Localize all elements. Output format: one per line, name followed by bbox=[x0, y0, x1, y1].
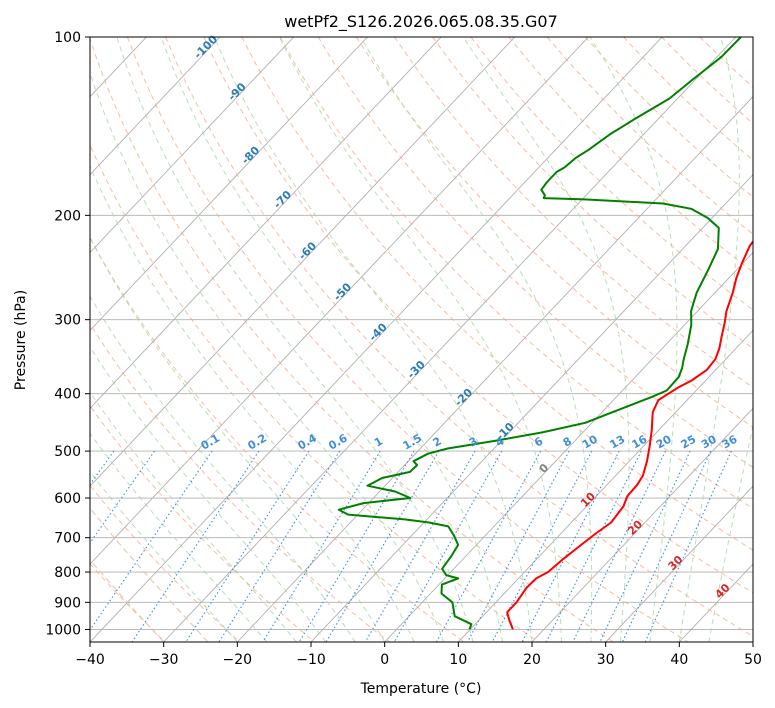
moist-adiabat-line bbox=[589, 37, 678, 642]
moist-adiabat-line bbox=[90, 346, 327, 642]
mixing-ratio-line bbox=[298, 450, 415, 642]
dry-adiabat-line bbox=[90, 404, 316, 642]
axis-ticks: −40 −30 −20 −10 0 10 20 30 40 50 1000 900 800 700 600 5… bbox=[45, 30, 762, 668]
plot-frame bbox=[89, 36, 754, 643]
moist-adiabat-line bbox=[160, 37, 503, 642]
mixing-ratio-line bbox=[364, 450, 476, 642]
y-tick-label: 900 bbox=[54, 595, 81, 611]
isotherm-line bbox=[90, 37, 589, 565]
dry-adiabat-line bbox=[90, 562, 166, 642]
x-tick-label: −30 bbox=[149, 652, 179, 668]
moist-adiabat-line bbox=[213, 37, 533, 642]
mixing-ratio-line bbox=[393, 450, 503, 642]
x-tick-label: −10 bbox=[296, 652, 326, 668]
background-lines bbox=[90, 37, 753, 642]
y-tick-label: 600 bbox=[54, 491, 81, 507]
x-tick-label: 40 bbox=[670, 652, 688, 668]
chart-title: wetPf2_S126.2026.065.08.35.G07 bbox=[284, 12, 558, 32]
dry-adiabat-line bbox=[165, 37, 753, 637]
mixing-ratio-line bbox=[90, 450, 213, 631]
isotherm-line bbox=[90, 37, 663, 642]
isotherm-line bbox=[90, 37, 295, 254]
dry-adiabat-line bbox=[90, 37, 614, 642]
mixing-ratio-line bbox=[262, 450, 381, 642]
y-tick-label: 200 bbox=[54, 208, 81, 224]
dry-adiabat-line bbox=[470, 37, 753, 311]
moist-adiabat-line bbox=[90, 470, 238, 642]
mixing-ratio-line bbox=[621, 450, 712, 642]
moist-adiabat-line bbox=[678, 37, 740, 642]
moist-adiabat-line bbox=[90, 236, 386, 642]
mixing-ratio-line bbox=[572, 450, 666, 642]
y-tick-label: 1000 bbox=[45, 622, 81, 638]
y-tick-label: 700 bbox=[54, 531, 81, 547]
moist-adiabat-line bbox=[360, 37, 593, 642]
moist-adiabat-line bbox=[116, 37, 474, 642]
dry-adiabat-line bbox=[241, 37, 753, 551]
x-tick-label: 30 bbox=[597, 652, 615, 668]
isotherm-line bbox=[90, 37, 516, 487]
y-tick-label: 100 bbox=[54, 30, 81, 46]
mixing-ratio-line bbox=[467, 450, 570, 642]
moist-adiabat-line bbox=[90, 391, 297, 642]
moist-adiabat-line bbox=[462, 37, 630, 642]
x-tick-label: −40 bbox=[75, 652, 105, 668]
isotherm-line bbox=[310, 173, 753, 642]
dry-adiabat-line bbox=[279, 37, 753, 510]
y-tick-label: 500 bbox=[54, 444, 81, 460]
isotherm-line bbox=[90, 37, 442, 409]
isotherm-line bbox=[163, 37, 737, 642]
x-tick-label: 50 bbox=[744, 652, 762, 668]
x-axis-label: Temperature (°C) bbox=[360, 681, 482, 697]
mixing-ratio-line bbox=[644, 450, 732, 642]
x-tick-label: 10 bbox=[449, 652, 467, 668]
x-tick-label: 0 bbox=[380, 652, 389, 668]
dry-adiabat-line bbox=[90, 484, 241, 642]
moist-adiabat-line bbox=[90, 295, 356, 642]
mixing-ratio-line bbox=[185, 450, 310, 642]
y-axis-label: Pressure (hPa) bbox=[13, 290, 29, 390]
x-tick-label: 20 bbox=[523, 652, 541, 668]
dry-adiabat-line bbox=[126, 37, 689, 642]
mixing-ratio-line bbox=[218, 450, 341, 642]
y-tick-label: 300 bbox=[54, 313, 81, 329]
moist-adiabat-line bbox=[90, 164, 415, 642]
isotherm-line bbox=[605, 485, 753, 642]
y-tick-label: 400 bbox=[54, 387, 81, 403]
moist-adiabat-line bbox=[90, 71, 445, 642]
isotherm-line bbox=[237, 96, 753, 642]
isotherm-line bbox=[384, 251, 753, 642]
dry-adiabat-line bbox=[90, 236, 465, 642]
dewpoint-line bbox=[337, 37, 742, 630]
temperature-line bbox=[506, 239, 753, 630]
mixing-ratio-line bbox=[325, 450, 440, 642]
moist-adiabat-line bbox=[278, 37, 562, 642]
isotherm-line bbox=[90, 37, 368, 332]
isotherm-line bbox=[90, 37, 221, 176]
dry-adiabat-line bbox=[90, 143, 540, 642]
profile-lines bbox=[337, 37, 753, 630]
x-tick-label: −20 bbox=[223, 652, 253, 668]
moist-adiabat-line bbox=[90, 432, 268, 642]
y-tick-label: 800 bbox=[54, 565, 81, 581]
